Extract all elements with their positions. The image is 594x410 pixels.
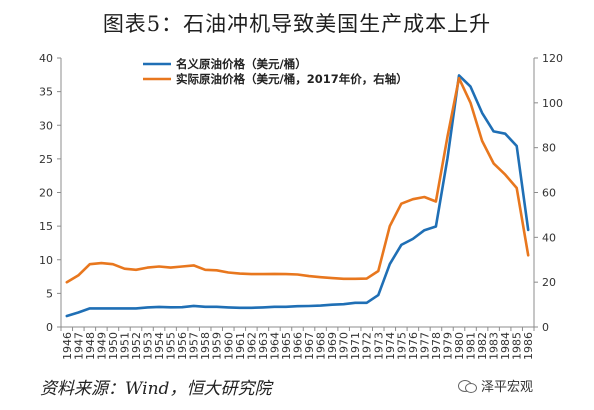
y-left-tick-label: 40 [39, 52, 53, 65]
x-tick-label: 1968 [315, 332, 328, 360]
x-tick-label: 1963 [257, 332, 270, 360]
x-tick-label: 1956 [176, 332, 189, 360]
y-right-tick-label: 0 [542, 321, 549, 334]
x-tick-label: 1974 [384, 332, 397, 360]
y-left-tick-label: 5 [46, 287, 53, 300]
x-tick-label: 1965 [280, 332, 293, 360]
chart-title: 图表5：石油冲机导致美国生产成本上升 [102, 12, 492, 36]
y-left-tick-label: 35 [39, 86, 53, 99]
watermark-label: 泽平宏观 [481, 380, 534, 395]
x-tick-label: 1958 [199, 332, 212, 360]
x-tick-label: 1981 [465, 332, 478, 360]
y-left-tick-label: 20 [39, 187, 53, 200]
x-tick-label: 1961 [234, 332, 247, 360]
series-line-real [65, 76, 530, 284]
wechat-icon [458, 378, 477, 393]
x-tick-label: 1959 [211, 332, 224, 360]
x-tick-label: 1972 [361, 332, 374, 360]
x-tick-label: 1952 [130, 332, 143, 360]
x-tick-label: 1985 [511, 332, 524, 360]
x-tick-label: 1957 [188, 332, 201, 360]
x-tick-label: 1954 [153, 332, 166, 360]
x-tick-label: 1960 [222, 332, 235, 360]
x-tick-label: 1946 [61, 332, 74, 360]
source-note: 资料来源：Wind，恒大研究院 [40, 379, 272, 399]
x-tick-label: 1966 [292, 332, 305, 360]
x-tick-label: 1975 [395, 332, 408, 360]
axes: 0510152025303540020406080100120194619471… [39, 52, 563, 360]
x-tick-label: 1977 [418, 332, 431, 360]
x-tick-label: 1969 [326, 332, 339, 360]
x-tick-label: 1978 [430, 332, 443, 360]
chart: 0510152025303540020406080100120194619471… [39, 52, 563, 360]
x-tick-label: 1948 [84, 332, 97, 360]
watermark: 泽平宏观 [458, 376, 533, 395]
legend-label: 实际原油价格（美元/桶，2017年价，右轴） [176, 72, 408, 86]
x-tick-label: 1982 [476, 332, 489, 360]
y-right-tick-label: 60 [542, 187, 556, 200]
x-tick-label: 1986 [522, 332, 535, 360]
x-tick-label: 1983 [488, 332, 501, 360]
x-tick-label: 1967 [303, 332, 316, 360]
x-tick-label: 1970 [338, 332, 351, 360]
x-tick-label: 1976 [407, 332, 420, 360]
y-right-tick-label: 120 [542, 52, 563, 65]
x-tick-label: 1971 [349, 332, 362, 360]
x-tick-label: 1964 [268, 332, 281, 360]
x-tick-label: 1984 [499, 332, 512, 360]
x-tick-label: 1950 [107, 332, 120, 360]
y-right-tick-label: 20 [542, 276, 556, 289]
x-tick-label: 1951 [118, 332, 131, 360]
x-tick-label: 1979 [441, 332, 454, 360]
y-right-tick-label: 80 [542, 142, 556, 155]
x-tick-label: 1947 [72, 332, 85, 360]
x-tick-label: 1949 [95, 332, 108, 360]
y-right-tick-label: 100 [542, 97, 563, 110]
legend-label: 名义原油价格（美元/桶） [176, 57, 307, 71]
x-tick-label: 1953 [142, 332, 155, 360]
series-line-nominal [65, 74, 530, 318]
legend: 名义原油价格（美元/桶）实际原油价格（美元/桶，2017年价，右轴） [143, 57, 408, 86]
x-tick-label: 1962 [245, 332, 258, 360]
y-right-tick-label: 40 [542, 231, 556, 244]
y-left-tick-label: 30 [39, 119, 53, 132]
y-left-tick-label: 0 [46, 321, 53, 334]
x-tick-label: 1980 [453, 332, 466, 360]
series-layer [65, 74, 530, 318]
y-left-tick-label: 15 [39, 220, 53, 233]
x-tick-label: 1955 [165, 332, 178, 360]
y-left-tick-label: 25 [39, 153, 53, 166]
y-left-tick-label: 10 [39, 254, 53, 267]
x-tick-label: 1973 [372, 332, 385, 360]
